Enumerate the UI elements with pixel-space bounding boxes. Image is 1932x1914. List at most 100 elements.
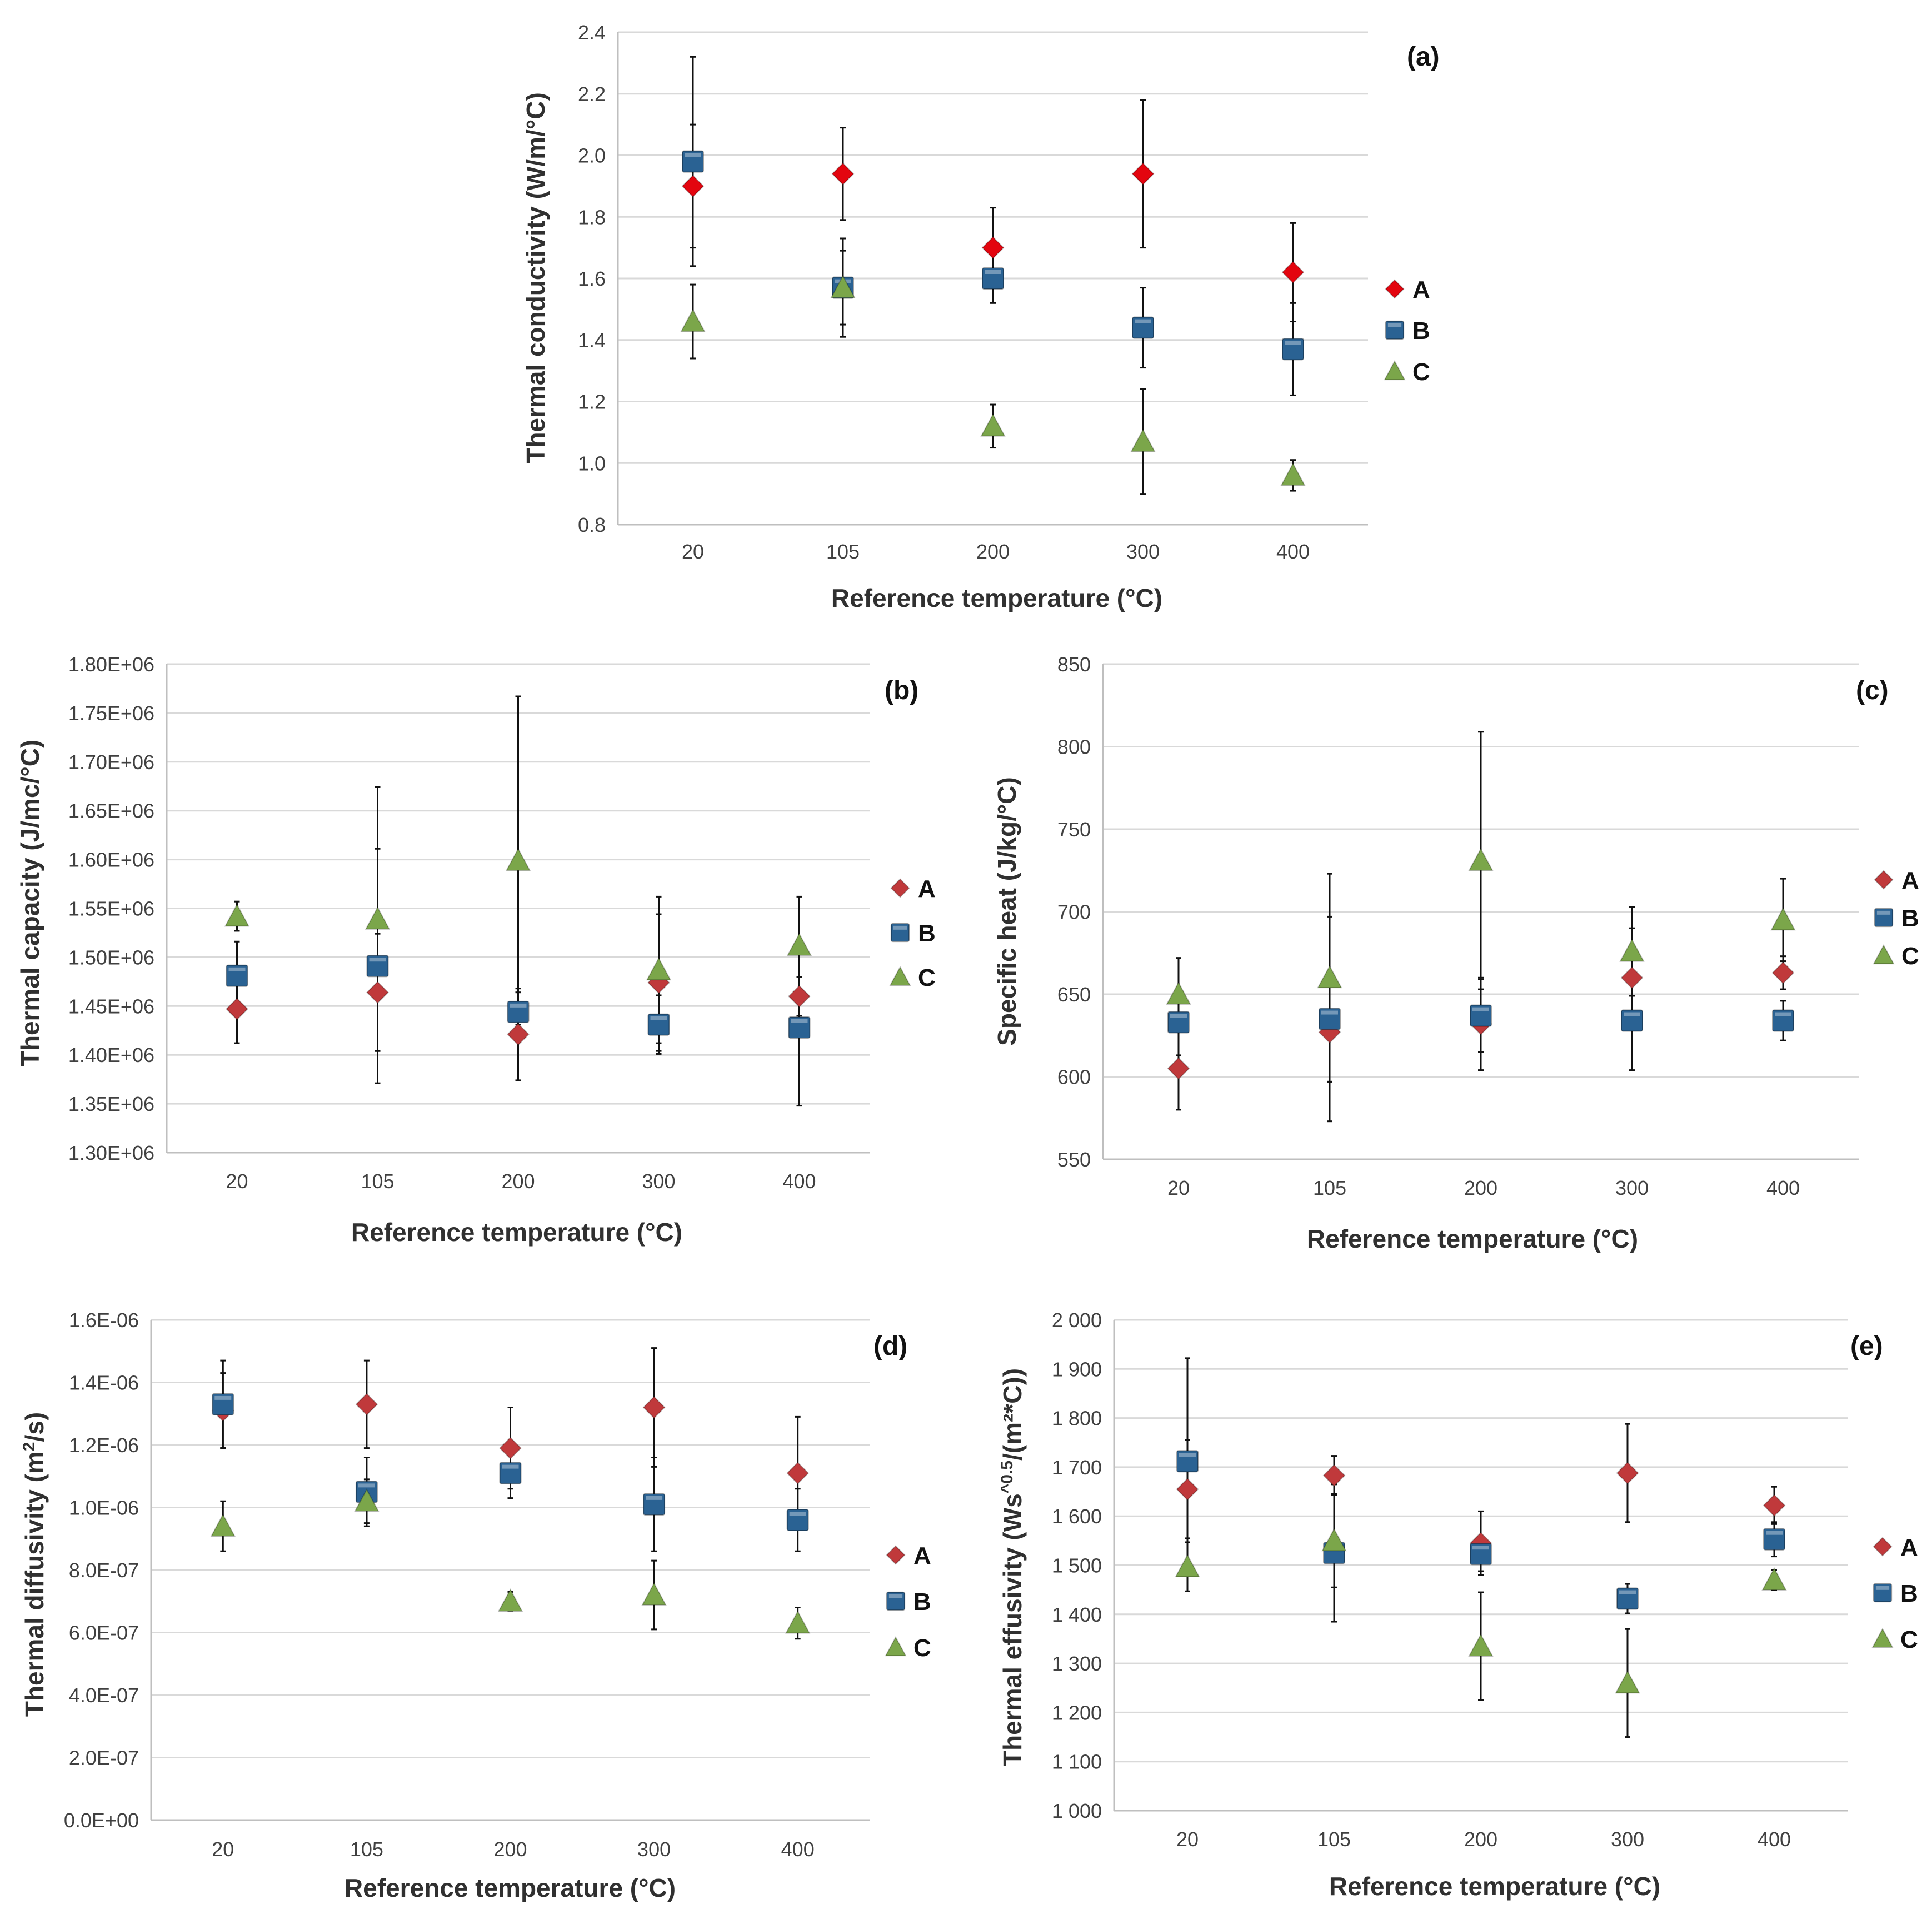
square-marker-highlight	[1775, 1012, 1791, 1016]
x-axis-title-b: Reference temperature (°C)	[351, 1218, 682, 1247]
legend-label: C	[918, 964, 936, 991]
square-marker-shape	[788, 1016, 811, 1039]
x-tick-label-c: 105	[1313, 1177, 1346, 1199]
y-tick-label-b: 1.80E+06	[68, 653, 154, 676]
legend-diamond-icon	[1874, 870, 1894, 890]
y-tick-label-c: 600	[1057, 1066, 1091, 1089]
data-point-e-c	[1761, 1567, 1787, 1591]
legend-label: B	[1901, 905, 1919, 932]
square-marker-shape	[1176, 1450, 1199, 1473]
data-point-b-b	[366, 955, 389, 978]
legend-label: A	[1900, 1534, 1918, 1561]
data-point-b-a	[788, 985, 811, 1008]
x-tick-label-b: 300	[642, 1170, 675, 1193]
legend-label: B	[1900, 1580, 1918, 1607]
data-point-b-a	[226, 998, 248, 1020]
y-tick-label-a: 1.8	[578, 206, 606, 228]
triangle-marker-shape	[1166, 981, 1191, 1005]
y-tick-label-d: 1.0E-06	[69, 1497, 139, 1519]
legend-item-c-a: A	[1874, 867, 1919, 894]
triangle-marker-shape	[785, 1610, 811, 1634]
data-point-e-a	[1763, 1494, 1786, 1517]
data-point-c-c	[1166, 981, 1191, 1005]
square-marker-highlight	[1285, 341, 1301, 345]
square-marker-shape	[786, 1509, 809, 1531]
data-point-d-c	[641, 1582, 667, 1606]
legend-label: B	[913, 1588, 931, 1616]
legend-item-b-a: A	[890, 875, 936, 903]
data-point-b-a	[507, 1023, 530, 1046]
data-point-d-a	[786, 1462, 810, 1485]
data-point-c-b	[1167, 1011, 1190, 1034]
y-tick-label-a: 1.6	[578, 267, 606, 290]
legend-item-e-a: A	[1873, 1534, 1918, 1561]
chart-panel-e: 1 000 1 100 1 200 1 300 1 400 1 500 1 600 1 700…	[998, 1309, 1918, 1901]
legend-item-a-b: B	[1385, 317, 1430, 345]
data-point-b-b	[788, 1016, 811, 1039]
square-marker-shape	[212, 1393, 234, 1415]
y-tick-label-d: 1.6E-06	[69, 1309, 139, 1332]
triangle-marker-shape	[1873, 944, 1895, 965]
square-marker-highlight	[214, 1395, 232, 1400]
data-point-c-a	[1620, 966, 1644, 989]
square-marker-shape	[1621, 1009, 1643, 1032]
triangle-marker-shape	[1468, 1633, 1494, 1657]
legend-label: A	[918, 875, 936, 903]
legend-label: C	[1900, 1626, 1918, 1653]
legend-square-icon	[1385, 320, 1405, 340]
square-marker-highlight	[228, 967, 246, 971]
legend-item-b-c: C	[889, 964, 936, 991]
data-point-c-b	[1319, 1008, 1341, 1030]
data-point-c-c	[1619, 938, 1645, 962]
data-point-d-c	[785, 1610, 811, 1634]
data-point-c-b	[1621, 1009, 1643, 1032]
diamond-marker-shape	[681, 175, 705, 198]
x-tick-label-c: 200	[1464, 1177, 1497, 1199]
square-marker-highlight	[1321, 1010, 1338, 1015]
square-marker-highlight	[1170, 1014, 1187, 1018]
data-point-e-c	[1615, 1670, 1640, 1694]
y-tick-label-b: 1.45E+06	[68, 995, 154, 1018]
triangle-marker-shape	[1615, 1670, 1640, 1694]
square-marker-highlight	[888, 1594, 903, 1598]
data-point-a-c	[680, 308, 706, 332]
data-point-d-b	[786, 1509, 809, 1531]
x-tick-label-d: 20	[212, 1838, 234, 1861]
data-point-b-c	[224, 903, 250, 927]
diamond-marker-shape	[886, 1545, 906, 1565]
data-point-a-b	[682, 150, 704, 173]
triangle-marker-shape	[830, 275, 856, 298]
data-point-e-b	[1616, 1587, 1639, 1610]
y-tick-label-c: 550	[1057, 1148, 1091, 1171]
y-axis-title-d: Thermal diffusivity (m2/s)	[20, 1412, 49, 1717]
legend-label: C	[913, 1634, 931, 1662]
y-tick-label-e: 1 900	[1052, 1358, 1102, 1380]
data-point-a-b	[1282, 338, 1304, 361]
square-marker-highlight	[650, 1016, 667, 1020]
y-tick-label-c: 750	[1057, 818, 1091, 841]
triangle-marker-shape	[210, 1513, 236, 1537]
diamond-marker-shape	[1763, 1494, 1786, 1517]
y-tick-label-e: 1 000	[1052, 1800, 1102, 1822]
y-tick-label-a: 2.2	[578, 83, 606, 106]
square-marker-highlight	[1766, 1531, 1783, 1535]
data-point-b-c	[365, 906, 391, 930]
x-tick-label-c: 400	[1766, 1177, 1800, 1199]
triangle-marker-shape	[1619, 938, 1645, 962]
x-tick-label-b: 105	[361, 1170, 394, 1193]
square-marker-highlight	[502, 1464, 519, 1469]
data-point-d-a	[642, 1396, 666, 1419]
legend-label: B	[918, 920, 936, 947]
data-point-e-c	[1175, 1554, 1200, 1577]
diamond-marker-shape	[1281, 261, 1305, 284]
triangle-marker-shape	[224, 903, 250, 927]
triangle-marker-shape	[1770, 907, 1796, 931]
x-tick-label-b: 400	[782, 1170, 816, 1193]
y-tick-label-e: 1 500	[1052, 1554, 1102, 1577]
x-tick-label-e: 105	[1317, 1828, 1351, 1851]
y-tick-label-b: 1.75E+06	[68, 702, 154, 725]
square-marker-shape	[1132, 316, 1154, 339]
data-point-b-c	[505, 848, 531, 871]
data-point-a-a	[1131, 162, 1155, 186]
diamond-marker-shape	[1176, 1478, 1199, 1501]
